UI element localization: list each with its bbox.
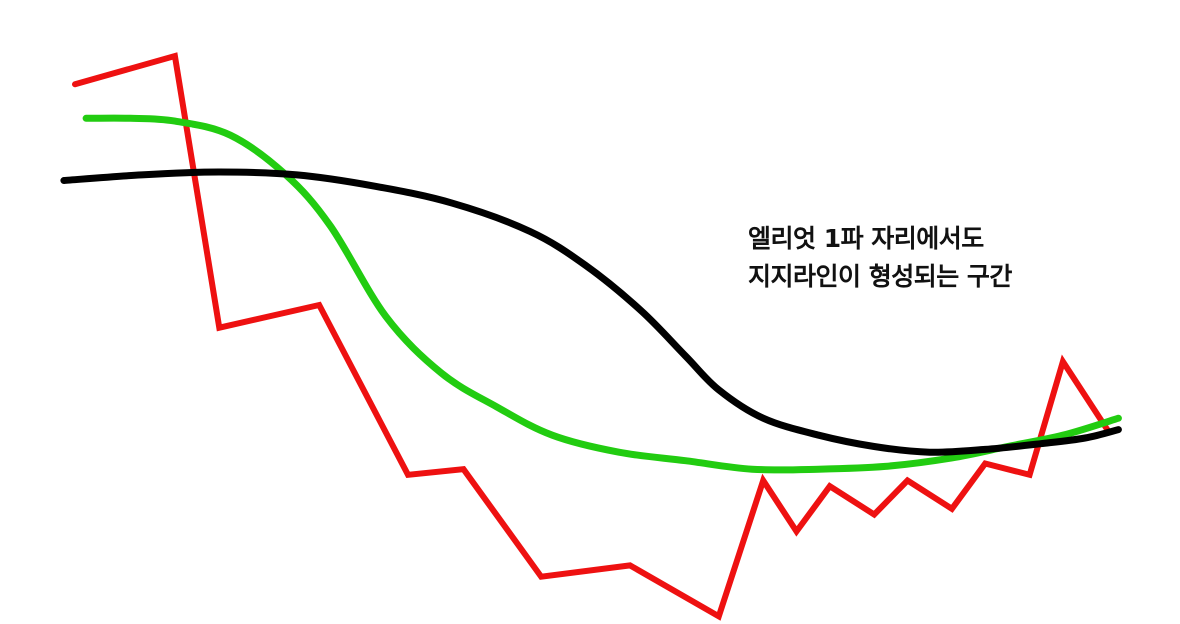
- series-black-line: [60, 168, 1122, 456]
- series-red-line: [72, 52, 1111, 621]
- annotation-line-1: 엘리엇 1파 자리에서도: [748, 224, 984, 253]
- series-layer: [60, 52, 1122, 621]
- annotation-line-2: 지지라인이 형성되는 구간: [748, 262, 1012, 291]
- chart-annotation: 엘리엇 1파 자리에서도 지지라인이 형성되는 구간: [748, 220, 1012, 296]
- series-green-line: [82, 114, 1122, 474]
